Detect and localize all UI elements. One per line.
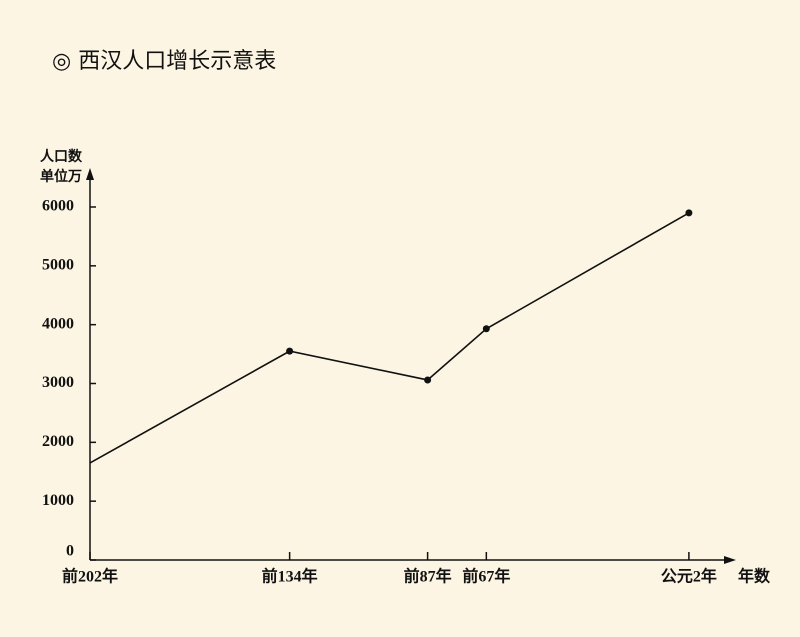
point: [685, 209, 693, 217]
x-axis-label: 年数: [738, 567, 771, 586]
y-axis-arrow: [86, 168, 94, 180]
x-tick-label: 公元2年: [661, 567, 717, 586]
y-tick-label: 0: [66, 543, 74, 560]
x-axis-arrow: [724, 556, 736, 564]
x-tick-label: 前202年: [62, 567, 118, 586]
y-tick-label: 1000: [42, 492, 74, 509]
y-axis-label: 人口数: [40, 148, 83, 165]
x-tick-label: 前134年: [262, 567, 318, 586]
line: [89, 212, 690, 464]
chart-title: ◎ 西汉人口增长示意表: [52, 49, 276, 74]
x-tick-label: 前87年: [404, 567, 452, 586]
y-tick-label: 6000: [42, 198, 74, 215]
point: [286, 347, 294, 355]
point: [482, 325, 490, 333]
y-tick-label: 3000: [42, 374, 74, 391]
y-tick-label: 2000: [42, 433, 74, 450]
point: [424, 376, 432, 384]
x-tick-label: 前67年: [462, 567, 510, 586]
y-axis-label: 单位万: [40, 168, 82, 185]
y-tick-label: 4000: [42, 315, 74, 332]
y-tick-label: 5000: [42, 257, 74, 274]
